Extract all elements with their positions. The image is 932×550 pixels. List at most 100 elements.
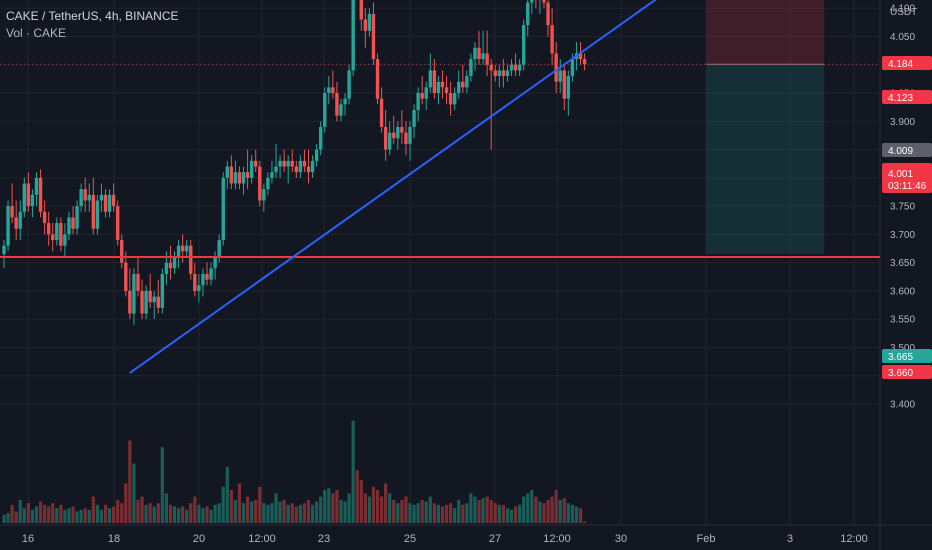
candle-body[interactable]: [176, 245, 181, 257]
candle-body[interactable]: [221, 177, 225, 241]
candle-body[interactable]: [209, 268, 213, 280]
candle-body[interactable]: [412, 109, 416, 127]
candle-body[interactable]: [509, 64, 514, 71]
candle-body[interactable]: [335, 93, 339, 116]
candle-body[interactable]: [156, 296, 160, 308]
candle-body[interactable]: [444, 87, 449, 94]
candle-body[interactable]: [481, 53, 485, 60]
candle-body[interactable]: [55, 223, 59, 241]
candle-body[interactable]: [485, 53, 489, 65]
candle-body[interactable]: [136, 273, 140, 291]
candle-body[interactable]: [14, 217, 18, 229]
candle-body[interactable]: [197, 285, 201, 291]
candle-body[interactable]: [554, 53, 558, 82]
candle-body[interactable]: [298, 160, 303, 173]
candle-body[interactable]: [254, 160, 258, 167]
candle-body[interactable]: [550, 25, 554, 54]
candle-body[interactable]: [469, 59, 473, 77]
candle-body[interactable]: [266, 177, 270, 190]
candle-body[interactable]: [367, 13, 372, 31]
candle-body[interactable]: [436, 81, 441, 94]
candle-body[interactable]: [132, 273, 136, 314]
candle-body[interactable]: [95, 200, 100, 229]
candle-body[interactable]: [258, 166, 262, 201]
volume-indicator-label[interactable]: Vol · CAKE: [6, 26, 67, 40]
candle-body[interactable]: [323, 93, 327, 127]
candle-body[interactable]: [392, 132, 396, 139]
candle-body[interactable]: [493, 70, 497, 77]
candle-body[interactable]: [172, 256, 177, 269]
candle-body[interactable]: [6, 206, 10, 246]
candle-body[interactable]: [521, 25, 526, 65]
candle-body[interactable]: [408, 126, 412, 144]
candle-body[interactable]: [432, 70, 437, 94]
candle-body[interactable]: [83, 189, 87, 201]
candle-body[interactable]: [497, 70, 502, 77]
candle-body[interactable]: [10, 206, 14, 218]
candle-body[interactable]: [461, 81, 465, 88]
candle-body[interactable]: [201, 273, 205, 286]
candle-body[interactable]: [46, 223, 51, 235]
candle-body[interactable]: [38, 177, 43, 212]
candle-body[interactable]: [286, 160, 290, 167]
candle-body[interactable]: [213, 256, 217, 269]
candle-body[interactable]: [124, 262, 128, 291]
candle-body[interactable]: [339, 104, 343, 116]
candle-body[interactable]: [270, 172, 274, 178]
candle-body[interactable]: [562, 70, 566, 99]
candle-body[interactable]: [229, 166, 234, 184]
candle-body[interactable]: [530, 0, 534, 3]
candle-body[interactable]: [67, 217, 71, 235]
candle-body[interactable]: [51, 234, 55, 241]
candle-body[interactable]: [375, 59, 380, 99]
candle-body[interactable]: [578, 53, 583, 60]
candle-body[interactable]: [63, 234, 67, 246]
candle-body[interactable]: [371, 13, 376, 60]
candle-body[interactable]: [473, 47, 477, 60]
candle-body[interactable]: [452, 93, 457, 105]
candle-body[interactable]: [558, 70, 562, 82]
candle-body[interactable]: [310, 160, 315, 173]
candle-body[interactable]: [148, 290, 152, 303]
candle-body[interactable]: [400, 126, 404, 133]
candle-body[interactable]: [115, 206, 120, 241]
candle-body[interactable]: [42, 211, 47, 224]
candle-body[interactable]: [217, 240, 221, 257]
candle-body[interactable]: [424, 87, 428, 99]
candle-body[interactable]: [160, 273, 165, 308]
candle-body[interactable]: [294, 166, 299, 173]
candle-body[interactable]: [351, 0, 355, 71]
candle-body[interactable]: [180, 245, 185, 252]
candle-body[interactable]: [582, 59, 587, 65]
candle-body[interactable]: [566, 76, 571, 99]
candle-body[interactable]: [457, 81, 461, 94]
candle-body[interactable]: [489, 64, 493, 71]
candle-body[interactable]: [168, 262, 173, 269]
ascending-trendline[interactable]: [129, 0, 711, 374]
candle-body[interactable]: [513, 64, 518, 71]
candle-body[interactable]: [87, 194, 91, 201]
candle-body[interactable]: [241, 172, 246, 184]
candle-body[interactable]: [274, 166, 278, 173]
candle-body[interactable]: [164, 262, 169, 274]
candle-body[interactable]: [152, 296, 156, 303]
candle-body[interactable]: [278, 160, 282, 167]
candle-body[interactable]: [18, 211, 22, 229]
candle-body[interactable]: [314, 149, 319, 161]
candle-body[interactable]: [26, 183, 31, 207]
candle-body[interactable]: [144, 290, 148, 314]
candle-body[interactable]: [30, 194, 35, 207]
candle-body[interactable]: [290, 160, 294, 167]
candle-body[interactable]: [128, 290, 132, 314]
candle-body[interactable]: [505, 70, 510, 77]
candle-body[interactable]: [359, 0, 363, 20]
candle-body[interactable]: [420, 93, 424, 99]
candle-body[interactable]: [388, 132, 392, 150]
candle-body[interactable]: [140, 290, 144, 314]
candle-body[interactable]: [249, 160, 254, 178]
candle-body[interactable]: [318, 126, 323, 150]
candle-body[interactable]: [440, 81, 445, 88]
candle-body[interactable]: [379, 98, 384, 127]
candle-body[interactable]: [282, 160, 286, 167]
